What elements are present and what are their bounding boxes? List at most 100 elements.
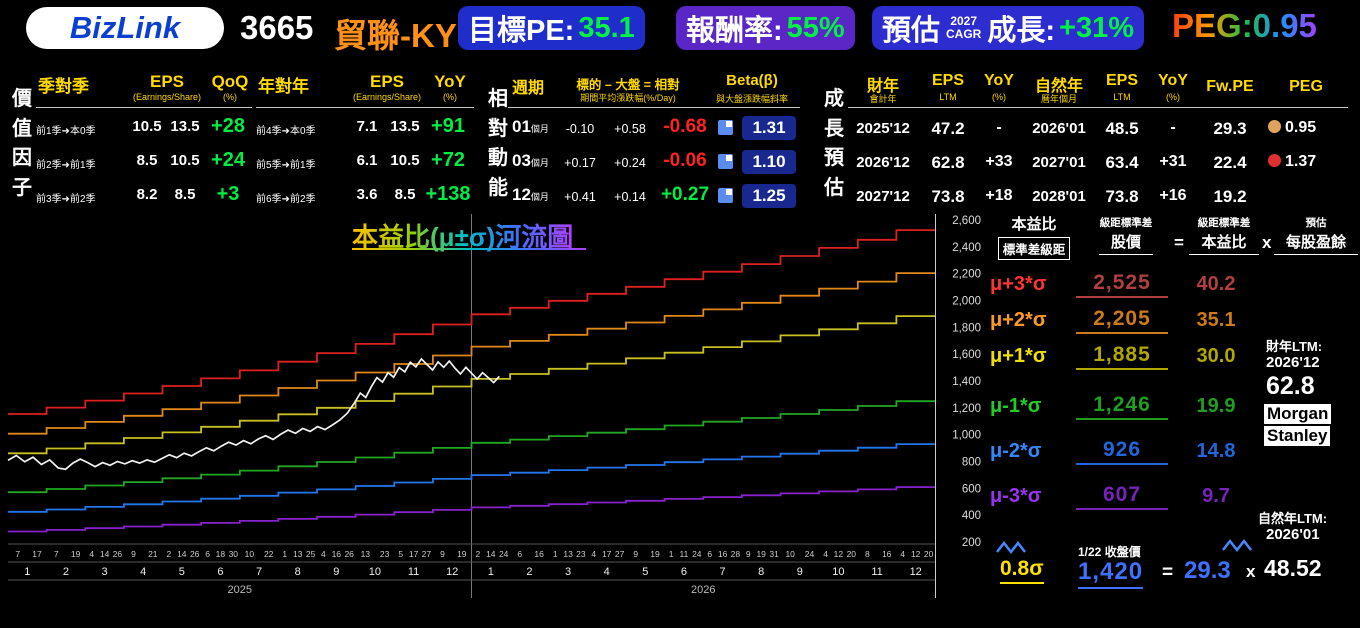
sigma-label: μ-2*σ xyxy=(990,440,1042,462)
period-unit: 個月 xyxy=(530,158,549,168)
svg-text:26: 26 xyxy=(344,549,354,559)
trend-zigzag-icon xyxy=(1222,538,1252,553)
band-row: μ+3*σ 2,525 40.2 xyxy=(988,270,1260,304)
svg-text:30: 30 xyxy=(229,549,239,559)
band-row: μ+2*σ 2,205 35.1 xyxy=(988,306,1260,340)
sigma-label: μ+3*σ xyxy=(990,273,1047,295)
chart-title-underline xyxy=(352,248,586,250)
sigma-level-label: 級距標準差 xyxy=(1099,217,1153,229)
prev-eps: 7.1 xyxy=(356,118,378,135)
svg-text:24: 24 xyxy=(692,549,702,559)
price-label: 股價 xyxy=(1098,230,1153,255)
side-char: 估 xyxy=(824,176,844,199)
target-pe-badge: 目標PE: 35.1 xyxy=(458,6,645,50)
beta-subheader: 與大盤漲跌幅斜率 xyxy=(715,94,788,104)
app-logo[interactable]: BizLink xyxy=(26,7,224,49)
svg-text:11: 11 xyxy=(871,566,882,578)
period-cell: 12個月 xyxy=(512,185,549,205)
growth-row: 2026'12 62.8 +33 2027'01 63.4 +31 22.4 1… xyxy=(848,146,1356,178)
svg-text:18: 18 xyxy=(216,549,226,559)
svg-text:27: 27 xyxy=(615,549,625,559)
forward-pe: 22.4 xyxy=(1213,153,1247,172)
forward-pe: 19.2 xyxy=(1213,187,1247,206)
svg-text:6: 6 xyxy=(681,566,687,578)
trend-zigzag-icon xyxy=(996,540,1026,555)
svg-text:28: 28 xyxy=(731,549,741,559)
svg-text:2025: 2025 xyxy=(228,584,252,596)
peg-value: 0.95 xyxy=(1285,119,1317,136)
cy-eps: 63.4 xyxy=(1105,153,1139,172)
peg-value: 1.37 xyxy=(1285,153,1317,170)
svg-text:2: 2 xyxy=(526,566,532,578)
svg-text:7: 7 xyxy=(15,549,20,559)
fy-header: 財年 xyxy=(866,78,899,95)
svg-text:17: 17 xyxy=(32,549,42,559)
band-row: μ+1*σ 1,885 30.0 xyxy=(988,342,1260,376)
estimate-cagr: CAGR xyxy=(946,27,982,41)
row-label: 前6季➜前2季 xyxy=(256,194,316,205)
growth-row: 2027'12 73.8 +18 2028'01 73.8 +16 19.2 xyxy=(848,180,1356,212)
svg-text:19: 19 xyxy=(756,549,766,559)
fy-yoy: +33 xyxy=(985,153,1013,170)
momentum-side-label: 相 對 動 能 xyxy=(486,82,510,200)
yoy-table-title: 年對年 xyxy=(258,77,309,96)
change-pct: +24 xyxy=(211,149,245,171)
current-sigma-value: 0.8σ xyxy=(1000,557,1044,584)
band-panel-col-pe: 級距標準差 本益比 xyxy=(1188,215,1260,255)
svg-text:1: 1 xyxy=(24,566,30,578)
svg-text:200: 200 xyxy=(962,537,981,549)
yoy-change-header: YoY xyxy=(434,72,466,91)
svg-text:27: 27 xyxy=(422,549,432,559)
svg-text:1,400: 1,400 xyxy=(952,376,981,388)
svg-text:14: 14 xyxy=(177,549,187,559)
svg-text:600: 600 xyxy=(962,483,981,495)
peg-value-header: PEG:0.95 xyxy=(1172,7,1317,44)
band-pe: 30.0 xyxy=(1196,345,1236,367)
svg-text:2,200: 2,200 xyxy=(952,269,981,281)
svg-text:16: 16 xyxy=(882,549,892,559)
cy-yoy: - xyxy=(1170,119,1176,136)
svg-text:1: 1 xyxy=(669,549,674,559)
equals-sign: = xyxy=(1174,233,1184,252)
sigma-label: μ-3*σ xyxy=(990,485,1042,507)
band-pe: 14.8 xyxy=(1196,440,1236,462)
row-label: 前4季➜本0季 xyxy=(256,126,316,137)
peg-header: PEG xyxy=(1289,78,1323,95)
growth-label: 成長: xyxy=(987,15,1056,47)
qoq-row: 前1季➜本0季 10.5 13.5 +28 xyxy=(36,112,252,144)
band-price: 2,205 xyxy=(1076,307,1168,334)
peg-cell: 0.95 xyxy=(1268,119,1356,137)
svg-text:4: 4 xyxy=(321,549,326,559)
svg-text:3: 3 xyxy=(565,566,571,578)
svg-text:9: 9 xyxy=(333,566,339,578)
band-row: μ-3*σ 607 9.7 xyxy=(988,482,1260,516)
close-price-label: 1/22 收盤價 xyxy=(1078,545,1141,559)
yoy-row: 前6季➜前2季 3.6 8.5 +138 xyxy=(256,180,472,212)
app-logo-text: BizLink xyxy=(69,10,181,45)
yoy-eps-header: EPS xyxy=(369,72,405,91)
eps-label: 每股盈餘 xyxy=(1274,230,1358,255)
side-char: 對 xyxy=(488,117,508,140)
cy-period: 2028'01 xyxy=(1032,188,1086,205)
svg-text:12: 12 xyxy=(911,549,921,559)
peg-cell: 1.37 xyxy=(1268,153,1356,171)
svg-text:21: 21 xyxy=(148,549,158,559)
svg-text:8: 8 xyxy=(295,566,301,578)
fy-ltm-label: 財年LTM: xyxy=(1266,339,1323,354)
peg-dot-icon xyxy=(1268,154,1281,167)
sigma-level-label: 級距標準差 xyxy=(1197,217,1251,229)
change-pct: +138 xyxy=(425,183,471,205)
sigma-range-label: 標準差級距 xyxy=(997,237,1071,260)
broker-line: Morgan xyxy=(1264,404,1332,424)
svg-text:6: 6 xyxy=(707,549,712,559)
momentum-row: 12個月 +0.41 +0.14 +0.27 1.25 xyxy=(510,180,800,212)
svg-text:11: 11 xyxy=(408,566,419,578)
period-cell: 03個月 xyxy=(512,151,549,171)
growth-row: 2025'12 47.2 - 2026'01 48.5 - 29.3 0.95 xyxy=(848,112,1356,144)
band-pe: 9.7 xyxy=(1202,485,1230,507)
svg-text:4: 4 xyxy=(823,549,828,559)
beta-scatter-icon xyxy=(718,154,733,169)
divider xyxy=(256,107,474,108)
fwpe-header: Fw.PE xyxy=(1206,78,1254,95)
svg-text:19: 19 xyxy=(650,549,660,559)
